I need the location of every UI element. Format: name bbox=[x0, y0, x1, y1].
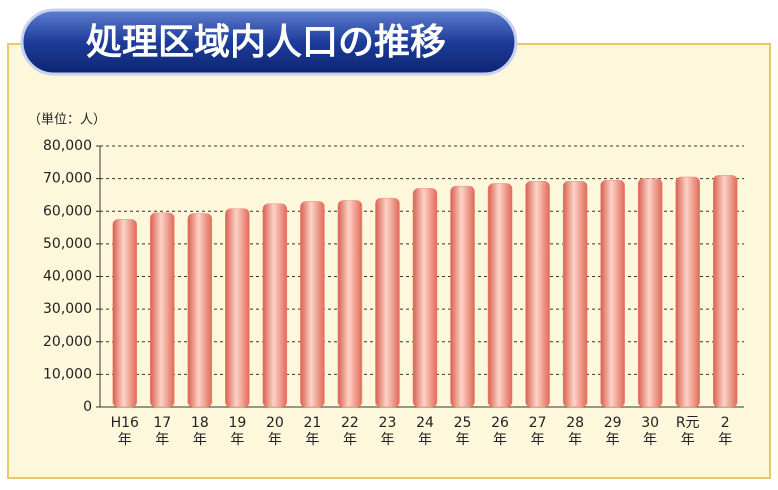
bar bbox=[525, 180, 550, 408]
bar bbox=[262, 203, 288, 408]
x-tick-label: H16 年 bbox=[111, 415, 139, 448]
bar bbox=[300, 201, 325, 408]
x-tick-label: 30 年 bbox=[641, 415, 659, 448]
x-tick-label: 23 年 bbox=[379, 415, 397, 448]
bar bbox=[450, 185, 475, 408]
y-tick-label: 20,000 bbox=[43, 334, 92, 350]
x-tick-label: 17 年 bbox=[153, 415, 171, 448]
x-tick-label: 22 年 bbox=[341, 415, 359, 448]
bar bbox=[600, 180, 625, 408]
y-tick-label: 80,000 bbox=[43, 138, 92, 154]
title-banner bbox=[20, 8, 518, 76]
bar bbox=[562, 180, 588, 408]
x-tick-label: 25 年 bbox=[454, 415, 472, 448]
bar bbox=[675, 176, 700, 408]
x-tick-label: 27 年 bbox=[529, 415, 547, 448]
x-tick-label: 20 年 bbox=[266, 415, 284, 448]
y-tick-label: 10,000 bbox=[43, 366, 92, 382]
bar bbox=[412, 188, 438, 408]
bar bbox=[187, 213, 213, 408]
chart-title: 処理区域内人口の推移 bbox=[86, 22, 446, 63]
bar bbox=[487, 183, 513, 408]
bar bbox=[375, 197, 400, 408]
y-tick-label: 40,000 bbox=[43, 269, 92, 285]
x-tick-label: 19 年 bbox=[228, 415, 246, 448]
y-tick-label: 70,000 bbox=[43, 171, 92, 187]
y-tick-label: 0 bbox=[83, 399, 92, 415]
bar bbox=[112, 219, 138, 408]
x-tick-label: 21 年 bbox=[303, 415, 321, 448]
unit-label: （単位：人） bbox=[28, 112, 106, 128]
x-tick-label: 24 年 bbox=[416, 415, 434, 448]
x-tick-label: 18 年 bbox=[191, 415, 209, 448]
x-tick-label: 26 年 bbox=[491, 415, 509, 448]
x-tick-label: R元年 bbox=[676, 415, 700, 448]
bar bbox=[712, 175, 738, 408]
y-tick-label: 50,000 bbox=[43, 236, 92, 252]
x-tick-label: 29 年 bbox=[604, 415, 622, 448]
y-tick-label: 30,000 bbox=[43, 301, 92, 317]
y-tick-label: 60,000 bbox=[43, 203, 92, 219]
x-tick-label: 28 年 bbox=[566, 415, 584, 448]
bar bbox=[637, 178, 663, 408]
bar bbox=[225, 208, 250, 408]
bar bbox=[150, 212, 175, 408]
bar bbox=[337, 200, 363, 408]
